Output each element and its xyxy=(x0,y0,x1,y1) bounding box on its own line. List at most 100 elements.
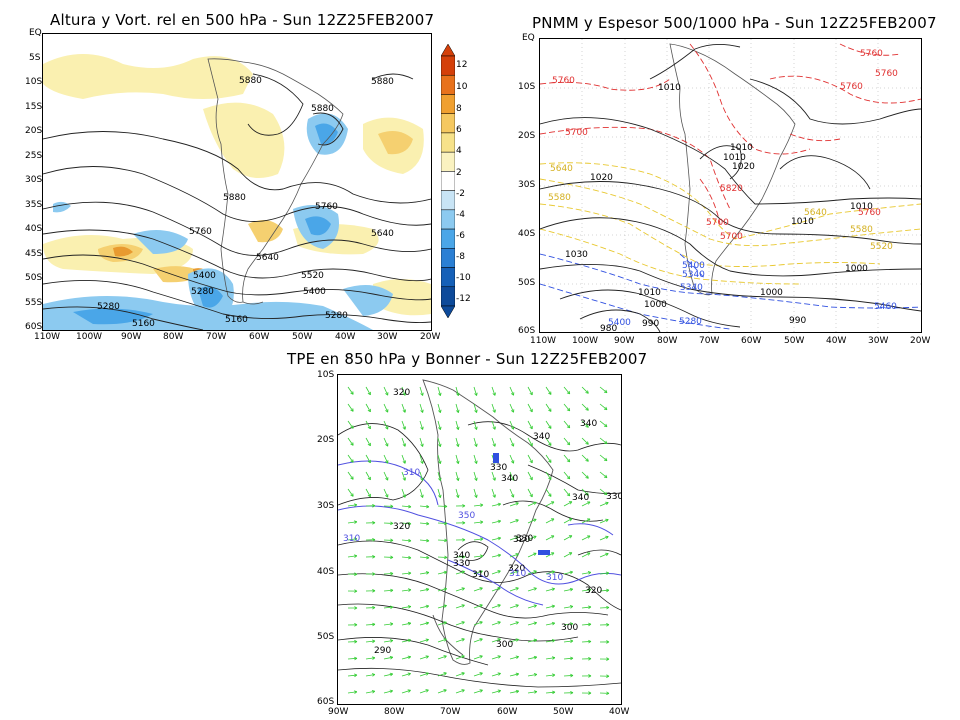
wind-arrow-head xyxy=(480,655,483,659)
contour-label: 310 xyxy=(509,569,526,579)
wind-arrow-head xyxy=(444,540,448,543)
pressure-label: 1010 xyxy=(638,288,661,298)
pressure-label: 990 xyxy=(789,316,806,326)
colorbar-label: 8 xyxy=(456,104,462,114)
y-tick: EQ xyxy=(29,28,42,38)
wind-arrow-head xyxy=(569,518,573,522)
wind-arrow-head xyxy=(533,570,537,572)
contour-label: 320 xyxy=(585,586,602,596)
wind-arrow xyxy=(473,570,483,575)
contour-label: 340 xyxy=(580,419,597,429)
pressure-label: 1030 xyxy=(565,250,588,260)
wind-arrow xyxy=(473,672,483,677)
colorbar-label: -8 xyxy=(456,252,465,262)
wind-arrow-head xyxy=(367,477,371,481)
wind-arrow xyxy=(527,471,533,481)
wind-arrow xyxy=(491,638,501,643)
wind-arrow xyxy=(527,386,533,396)
wind-arrow-head xyxy=(588,552,591,556)
wind-arrow-head xyxy=(354,641,358,644)
contour-label: 5280 xyxy=(97,302,120,312)
wind-arrow-head xyxy=(402,427,406,430)
wind-arrow-head xyxy=(588,622,592,625)
wind-arrow xyxy=(563,605,573,609)
wind-arrow-head xyxy=(479,689,483,691)
colorbar-segment xyxy=(440,209,456,230)
wind-arrow xyxy=(419,403,424,413)
thetae-max-patch xyxy=(493,453,499,463)
wind-arrow-head xyxy=(588,675,592,678)
contour-label: 320 xyxy=(513,535,530,545)
height-contour-labels: 5880 5880 5880 5880 5760 5760 5640 5640 … xyxy=(97,76,394,329)
contour-label: 340 xyxy=(453,551,470,561)
wind-arrow-head xyxy=(420,495,423,498)
wind-arrow-head xyxy=(566,494,570,497)
wind-arrow-head xyxy=(605,491,608,495)
wind-arrow xyxy=(455,386,459,396)
wind-arrow-head xyxy=(606,589,610,593)
colorbar-label: 10 xyxy=(456,82,468,92)
wind-arrow xyxy=(419,420,424,430)
wind-arrow xyxy=(419,556,429,559)
wind-arrow-head xyxy=(529,443,533,447)
wind-arrow xyxy=(581,501,591,507)
wind-arrow xyxy=(527,656,537,660)
wind-arrow xyxy=(563,675,574,677)
pressure-label: 1000 xyxy=(760,288,783,298)
wind-arrow-head xyxy=(407,689,411,691)
contour-label: 5400 xyxy=(303,287,326,297)
wind-arrow-head xyxy=(534,552,537,556)
colorbar-label: -4 xyxy=(456,210,465,220)
wind-arrow-head xyxy=(438,393,441,396)
thickness-label: 5700 xyxy=(565,128,588,138)
wind-arrow-head xyxy=(569,639,574,642)
wind-arrow xyxy=(401,656,411,660)
thickness-label: 5760 xyxy=(858,208,881,218)
wind-arrow-head xyxy=(372,622,376,625)
wind-arrow-head xyxy=(480,504,484,507)
wind-arrow xyxy=(455,420,459,430)
wind-arrow-head xyxy=(350,392,354,395)
contour-label: 5640 xyxy=(371,229,394,239)
wind-arrow-head xyxy=(407,588,412,591)
wind-arrow-head xyxy=(354,673,358,676)
wind-arrow xyxy=(545,403,552,412)
wind-arrow xyxy=(419,689,429,694)
wind-arrow-head xyxy=(606,624,610,627)
wind-arrow-head xyxy=(587,407,589,411)
wind-arrow xyxy=(527,673,537,677)
wind-arrow xyxy=(491,604,501,609)
wind-arrow-head xyxy=(456,393,459,396)
y-tick: EQ xyxy=(522,33,535,43)
y-tick: 20S xyxy=(317,435,335,445)
contour-label: 340 xyxy=(572,493,589,503)
wind-arrow-head xyxy=(498,537,502,541)
wind-arrow-head xyxy=(568,492,571,497)
thickness-label: 5760 xyxy=(552,76,575,86)
wind-arrow-head xyxy=(479,537,484,540)
wind-arrow-head xyxy=(372,555,376,558)
wind-arrow-head xyxy=(533,604,537,606)
wind-arrow-head xyxy=(516,553,519,557)
wind-arrow-head xyxy=(422,494,424,498)
wind-arrow-head xyxy=(606,607,610,610)
contour-label: 320 xyxy=(393,388,410,398)
colorbar-label: -6 xyxy=(456,231,465,241)
wind-arrow xyxy=(365,454,371,464)
wind-arrow-head xyxy=(444,523,448,526)
wind-arrow xyxy=(401,539,411,542)
wind-arrow-head xyxy=(440,460,442,464)
wind-arrow xyxy=(419,605,429,609)
wind-arrow xyxy=(491,690,501,694)
wind-arrow-head xyxy=(443,570,447,573)
wind-arrow-head xyxy=(422,392,424,396)
wind-arrow-head xyxy=(516,587,519,591)
x-tick: 40W xyxy=(826,336,847,346)
wind-arrow-head xyxy=(353,554,358,557)
wind-arrow xyxy=(383,640,393,643)
wind-arrow-head xyxy=(529,409,533,413)
wind-arrow xyxy=(545,622,555,626)
wind-arrow xyxy=(599,454,608,462)
wind-arrow xyxy=(527,570,537,575)
wind-arrow-head xyxy=(354,624,358,627)
